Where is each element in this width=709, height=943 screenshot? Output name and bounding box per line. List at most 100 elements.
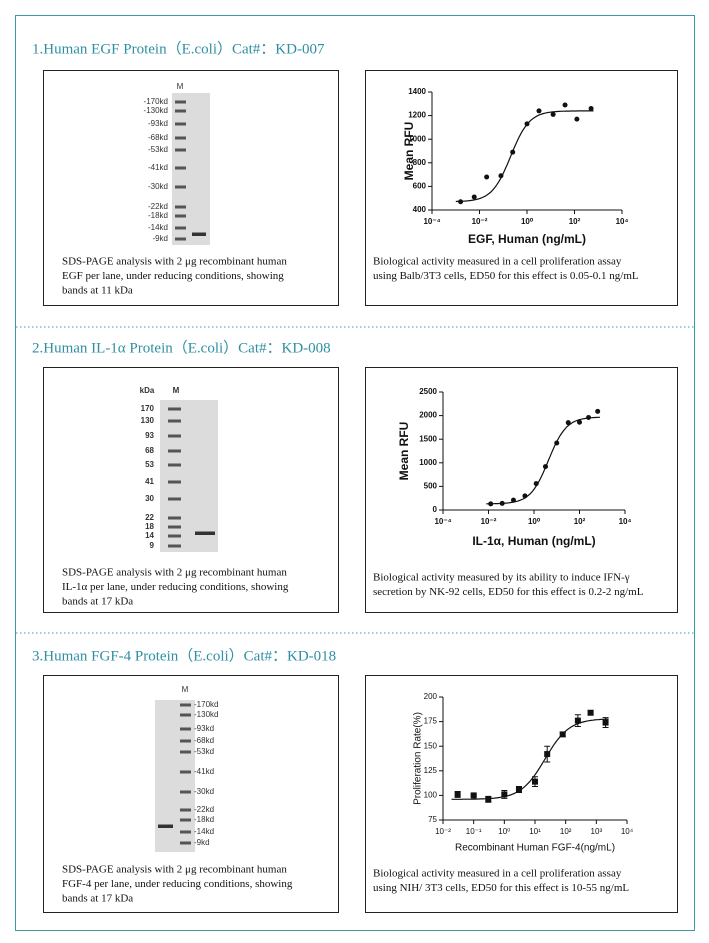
data-point [536, 108, 542, 114]
data-point [498, 173, 504, 179]
gel-marker-label: -14kd [194, 827, 214, 836]
y-tick-label: 75 [428, 815, 437, 824]
gel-marker-label: -30kd [148, 182, 168, 191]
ladder-band [168, 497, 181, 501]
x-tick-label: 10² [574, 517, 586, 526]
ladder-band [180, 770, 191, 774]
ladder-band [175, 214, 186, 218]
data-point [562, 102, 568, 108]
y-tick-label: 125 [424, 766, 438, 775]
ladder-band [168, 463, 181, 467]
data-point [524, 121, 530, 127]
y-tick-label: 1000 [419, 458, 437, 467]
gel-marker-label: -170kd [194, 700, 218, 709]
ladder-band [180, 703, 191, 707]
y-axis-label: Mean RFU [397, 422, 411, 481]
x-tick-label: 10⁻² [481, 517, 497, 526]
gel-header: kDa [140, 386, 155, 395]
x-axis-label: Recombinant Human FGF-4(ng/mL) [455, 843, 615, 854]
ladder-band [168, 407, 181, 411]
chart-caption: Biological activity measured by its abil… [373, 572, 630, 584]
data-point [533, 481, 539, 487]
ladder-band [175, 237, 186, 241]
ladder-band [180, 818, 191, 822]
chart-caption: Biological activity measured in a cell p… [373, 256, 622, 268]
fit-curve [486, 416, 600, 505]
ladder-band [175, 226, 186, 230]
x-axis-label: EGF, Human (ng/mL) [468, 232, 586, 246]
fit-curve [451, 718, 609, 800]
data-point [458, 199, 464, 205]
gel-marker-label: -93kd [194, 724, 214, 733]
y-tick-label: 150 [424, 741, 438, 750]
data-point [484, 174, 490, 180]
gel-marker-label: 130 [141, 416, 155, 425]
ladder-band [180, 790, 191, 794]
data-point [565, 420, 571, 426]
gel-marker-label: -30kd [194, 787, 214, 796]
ladder-band [175, 148, 186, 152]
gel-marker-label: 170 [141, 404, 155, 413]
gel-marker-label: -18kd [148, 211, 168, 220]
data-point [602, 719, 609, 726]
ladder-band [180, 841, 191, 845]
gel-marker-label: 14 [145, 531, 154, 540]
section-title: 1.Human EGF Protein（E.coli）Cat#：KD-007 [32, 40, 325, 57]
x-tick-label: 10⁰ [528, 517, 541, 526]
y-tick-label: 500 [424, 482, 438, 491]
image-box [365, 70, 678, 306]
y-tick-label: 1400 [408, 87, 426, 96]
data-point [574, 717, 581, 724]
x-tick-label: 10³ [591, 827, 603, 836]
gel-marker-label: -53kd [194, 747, 214, 756]
section-title: 3.Human FGF-4 Protein（E.coli）Cat#：KD-018 [32, 647, 336, 664]
data-point [499, 500, 505, 506]
ladder-band [168, 434, 181, 438]
gel-caption: SDS-PAGE analysis with 2 μg recombinant … [62, 864, 287, 876]
gel-marker-label: -9kd [152, 234, 168, 243]
ladder-band [168, 516, 181, 520]
gel-marker-label: -14kd [148, 223, 168, 232]
x-tick-label: 10⁴ [616, 217, 629, 226]
data-point [550, 111, 556, 117]
image-box [365, 367, 678, 613]
x-tick-label: 10² [569, 217, 581, 226]
x-tick-label: 10⁴ [621, 827, 634, 836]
ladder-band [175, 205, 186, 209]
gel-marker-label: -68kd [194, 736, 214, 745]
gel-caption: FGF-4 per lane, under reducing condition… [62, 878, 293, 890]
y-tick-label: 200 [424, 692, 438, 701]
ladder-band [175, 122, 186, 126]
ladder-band [175, 100, 186, 104]
x-tick-label: 10⁴ [619, 517, 632, 526]
ladder-band [180, 830, 191, 834]
data-point [544, 751, 551, 758]
chart-caption: secretion by NK-92 cells, ED50 for this … [373, 586, 644, 598]
gel-marker-label: 30 [145, 494, 154, 503]
gel-marker-label: -9kd [194, 838, 210, 847]
gel-marker-label: -130kd [194, 710, 218, 719]
data-point [587, 709, 594, 716]
gel-marker-label: -22kd [148, 202, 168, 211]
gel-marker-label: 41 [145, 477, 154, 486]
y-tick-label: 0 [433, 505, 438, 514]
gel-caption: bands at 17 kDa [62, 596, 133, 608]
x-tick-label: 10⁻⁴ [434, 517, 451, 526]
ladder-band [168, 544, 181, 548]
y-tick-label: 2000 [419, 411, 437, 420]
gel-header: M [173, 386, 180, 395]
gel-header: M [182, 685, 189, 694]
gel-marker-label: 93 [145, 431, 154, 440]
ladder-band [175, 166, 186, 170]
ladder-band [175, 109, 186, 113]
gel-marker-label: -170kd [144, 97, 168, 106]
y-tick-label: 1000 [408, 134, 426, 143]
protein-band [158, 824, 173, 828]
ladder-band [168, 449, 181, 453]
y-tick-label: 1200 [408, 111, 426, 120]
data-point [501, 791, 508, 798]
data-point [586, 414, 592, 420]
data-point [515, 786, 522, 793]
ladder-band [175, 136, 186, 140]
x-tick-label: 10² [560, 827, 572, 836]
